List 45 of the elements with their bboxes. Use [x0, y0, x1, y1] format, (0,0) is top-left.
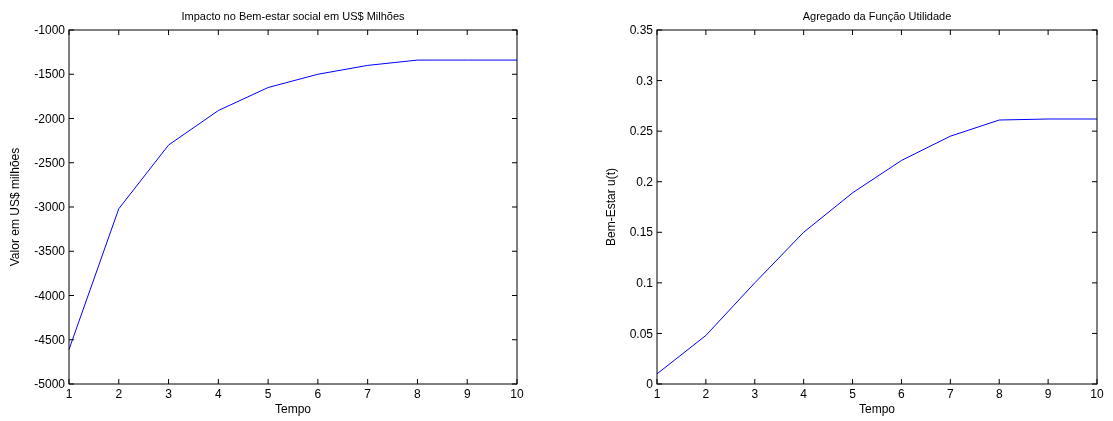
x-tick-label: 10	[510, 387, 524, 401]
chart-title: Agregado da Função Utilidade	[802, 10, 952, 22]
line-series	[656, 118, 1098, 375]
y-tick-label: -3500	[34, 244, 66, 259]
x-tick-label: 10	[1090, 387, 1104, 401]
x-tick-label: 1	[65, 387, 73, 401]
x-tick-label: 4	[214, 387, 222, 401]
x-tick-label: 3	[751, 387, 759, 401]
x-tick-label: 6	[898, 387, 906, 401]
y-tick-label: -4500	[34, 332, 66, 347]
x-tick-label: 1	[653, 387, 661, 401]
x-tick-label: 5	[264, 387, 272, 401]
y-tick-label: 0.2	[636, 174, 654, 189]
x-tick-label: 7	[364, 387, 372, 401]
x-tick-label: 9	[463, 387, 471, 401]
x-axis-title: Tempo	[858, 402, 896, 416]
y-tick-label: 0.25	[629, 124, 654, 139]
chart-title: Impacto no Bem-estar social em US$ Milhões	[181, 10, 406, 22]
x-tick-label: 8	[995, 387, 1003, 401]
y-tick-label: -1000	[34, 23, 66, 38]
y-axis-title: Bem-Estar u(t)	[604, 167, 618, 247]
x-tick-label: 6	[314, 387, 322, 401]
y-tick-label: -2000	[34, 111, 66, 126]
y-tick-label: 0	[646, 377, 654, 392]
x-tick-label: 5	[849, 387, 857, 401]
y-tick-label: 0.3	[636, 73, 654, 88]
y-tick-label: 0.1	[636, 276, 654, 291]
x-tick-label: 2	[702, 387, 710, 401]
y-tick-label: -2500	[34, 155, 66, 170]
y-tick-label: 0.15	[629, 225, 654, 240]
y-axis-title: Valor em US$ milhões	[8, 147, 22, 267]
y-tick-label: -5000	[34, 377, 66, 392]
x-tick-label: 9	[1044, 387, 1052, 401]
x-axis-title: Tempo	[274, 402, 312, 416]
x-tick-label: 7	[946, 387, 954, 401]
x-tick-label: 2	[115, 387, 123, 401]
x-tick-label: 3	[165, 387, 173, 401]
y-tick-label: -1500	[34, 67, 66, 82]
line-series	[68, 59, 518, 350]
y-tick-label: 0.05	[629, 326, 654, 341]
y-tick-label: -4000	[34, 288, 66, 303]
x-tick-label: 8	[414, 387, 422, 401]
y-tick-label: 0.35	[629, 23, 654, 38]
y-tick-label: -3000	[34, 200, 66, 215]
x-tick-label: 4	[800, 387, 808, 401]
